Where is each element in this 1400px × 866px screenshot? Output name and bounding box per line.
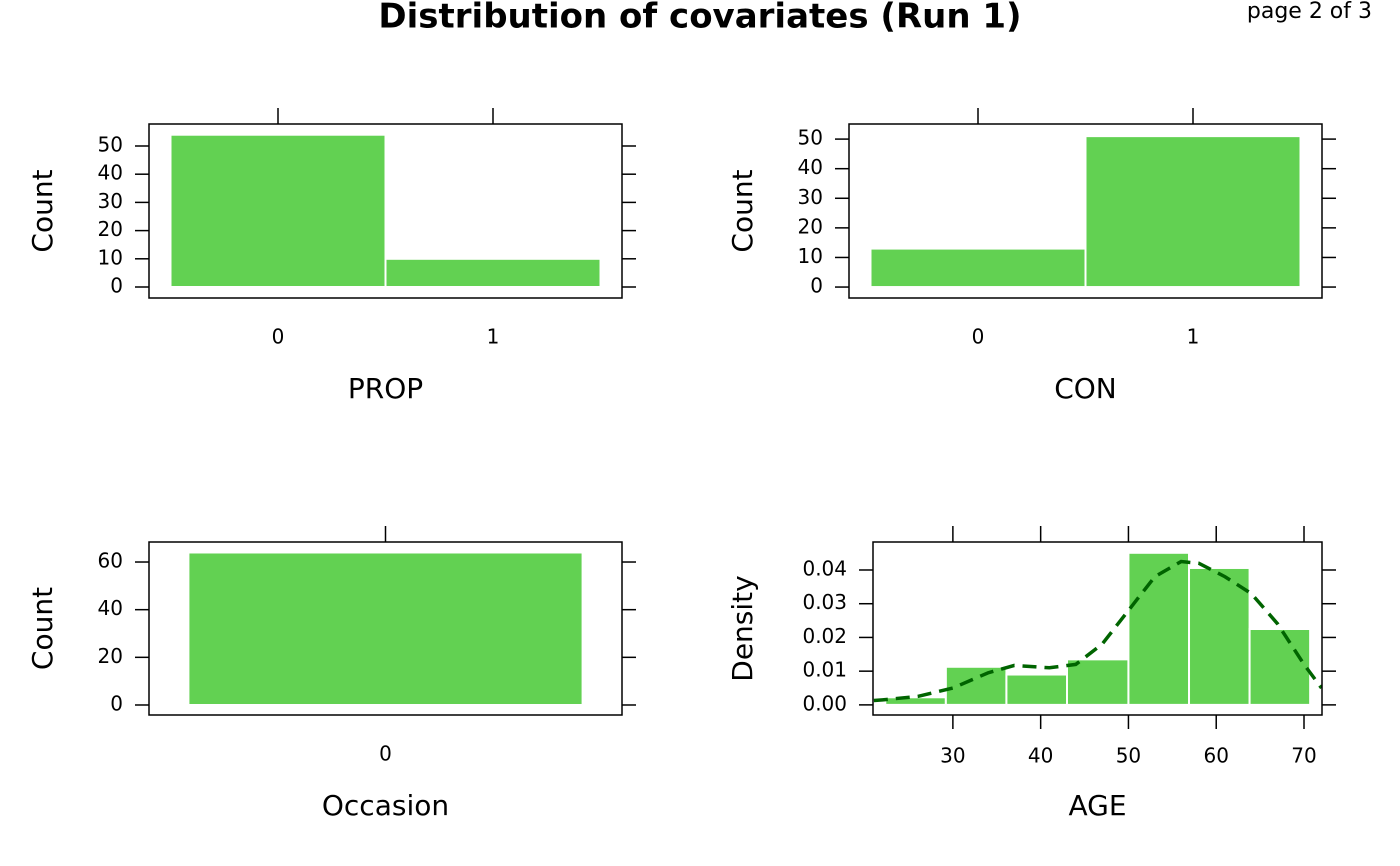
y-tick-label: 20 [98,217,123,241]
plot-area [873,551,1322,706]
y-tick-label: 0 [110,691,123,715]
x-tick-label: 60 [1203,744,1228,768]
bar [1084,135,1302,289]
page-label: page 2 of 3 [1247,0,1372,24]
y-tick-label: 0.00 [802,691,847,715]
panel-box [872,541,1323,716]
plot-area [169,133,602,289]
x-tick-label: 50 [1116,744,1141,768]
x-axis-label: Occasion [322,789,449,822]
histogram-bar [1188,566,1251,706]
panel-box [148,123,623,299]
panel-box [148,541,623,716]
y-tick-label: 50 [798,126,823,150]
x-tick-label: 70 [1291,744,1316,768]
y-axis-label: Count [726,169,759,252]
y-tick-label: 60 [98,549,123,573]
y-tick-label: 10 [798,244,823,268]
y-tick-label: 10 [98,245,123,269]
x-tick-label: 30 [940,744,965,768]
x-tick-label: 40 [1028,744,1053,768]
y-tick-label: 40 [798,155,823,179]
density-line [873,559,1322,703]
plot-area [187,551,584,706]
histogram-bar [884,696,947,706]
x-tick-label: 1 [487,325,500,349]
y-tick-label: 40 [98,161,123,185]
y-tick-label: 0 [110,274,123,298]
y-axis-label: Count [26,169,59,252]
bar [869,247,1087,289]
histogram-bar [1065,658,1130,706]
y-tick-label: 0.02 [802,624,847,648]
x-tick-label: 1 [1187,325,1200,349]
y-tick-label: 40 [98,596,123,620]
histogram-bar [944,665,1008,706]
x-axis-label: AGE [1068,789,1126,822]
bar [384,257,602,289]
plot-area [869,135,1302,289]
x-tick-label: 0 [379,742,392,766]
y-tick-label: 30 [798,185,823,209]
bar [169,133,387,289]
page-title: Distribution of covariates (Run 1) [378,0,1021,37]
y-axis-label: Count [26,587,59,670]
y-tick-label: 50 [98,132,123,156]
x-axis-label: CON [1054,372,1117,405]
y-tick-label: 0.03 [802,590,847,614]
y-tick-label: 0 [810,274,823,298]
y-tick-label: 20 [798,214,823,238]
y-tick-label: 20 [98,644,123,668]
x-axis-label: PROP [348,372,423,405]
x-tick-label: 0 [972,325,985,349]
y-tick-label: 0.04 [802,556,847,580]
histogram-bar [1005,673,1068,706]
y-tick-label: 30 [98,189,123,213]
y-tick-label: 0.01 [802,658,847,682]
y-axis-label: Density [726,575,759,681]
panel-box [848,123,1323,299]
bar [187,551,584,706]
x-tick-label: 0 [272,325,285,349]
histogram-bar [1248,628,1312,706]
histogram-bar [1127,551,1191,706]
